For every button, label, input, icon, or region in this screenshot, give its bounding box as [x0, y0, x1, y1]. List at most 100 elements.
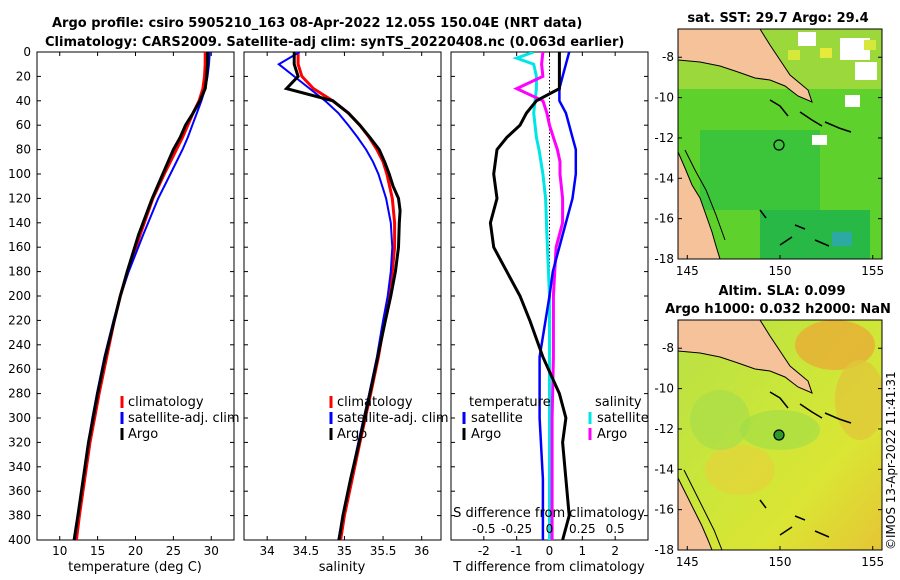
- map-x-tick-label: 155: [861, 264, 884, 278]
- sla-map-ticks: 145 150 155 -8 -10 -12 -14 -16 -18: [654, 341, 884, 569]
- legend-argo-label: Argo: [337, 427, 367, 442]
- x-tick-label: 20: [128, 544, 143, 558]
- temperature-xlabel: temperature (deg C): [68, 560, 202, 575]
- depth-tick-label: 300: [8, 411, 31, 425]
- depth-tick-label: 180: [8, 265, 31, 279]
- depth-tick-label: 20: [16, 69, 31, 83]
- s-difference-tick-label: 0.25: [569, 522, 596, 536]
- depth-tick-label: 260: [8, 362, 31, 376]
- legend-argo-label: Argo: [128, 427, 158, 442]
- depth-tick-label: 120: [8, 191, 31, 205]
- land-australia: [678, 151, 721, 259]
- legend-t-satellite-label: satellite: [471, 411, 523, 426]
- map-y-tick-label: -16: [654, 503, 674, 517]
- salinity-panel: 34 34.5 35 35.5 36 salinity climatology sate…: [243, 51, 449, 575]
- depth-tick-label: 340: [8, 460, 31, 474]
- depth-tick-label: 0: [23, 45, 31, 59]
- map-y-tick-label: -16: [654, 212, 674, 226]
- x-tick-label: 34.5: [292, 544, 319, 558]
- map-x-tick-label: 150: [769, 264, 792, 278]
- map-x-tick-label: 145: [676, 264, 699, 278]
- map-y-tick-label: -10: [654, 382, 674, 396]
- sst-map-field: [678, 29, 882, 259]
- depth-tick-label: 80: [16, 143, 31, 157]
- s-difference-label: S difference from climatology: [453, 506, 645, 521]
- map-x-tick-label: 155: [861, 555, 884, 569]
- x-tick-label: 15: [90, 544, 105, 558]
- argo-position-marker: [773, 429, 785, 441]
- depth-tick-label: 200: [8, 289, 31, 303]
- reef-line: [683, 469, 723, 550]
- map-y-tick-label: -10: [654, 91, 674, 105]
- x-tick-label: 35: [337, 544, 352, 558]
- map-y-tick-label: -18: [654, 252, 674, 266]
- sla-map-title-line1: Altim. SLA: 0.099: [719, 284, 846, 299]
- s-difference-tick-label: -0.5: [472, 522, 495, 536]
- land-new-guinea: [678, 320, 813, 394]
- land-new-guinea: [678, 29, 813, 103]
- temperature-axes-frame: [36, 51, 235, 541]
- depth-tick-label: 220: [8, 313, 31, 327]
- map-y-tick-label: -14: [654, 462, 674, 476]
- legend-s-satellite-label: satellite: [597, 411, 649, 426]
- x-tick-label: -2: [478, 544, 490, 558]
- depth-tick-label: 400: [8, 533, 31, 547]
- map-y-tick-label: -12: [654, 422, 674, 436]
- depth-tick-label: 140: [8, 216, 31, 230]
- salinity-diff-satellite-line: [512, 52, 551, 540]
- sla-map-title-line2: Argo h1000: 0.032 h2000: NaN: [665, 302, 891, 317]
- x-tick-label: 1: [579, 544, 587, 558]
- x-tick-label: 0: [546, 544, 554, 558]
- map-y-tick-label: -8: [662, 341, 674, 355]
- temperature-ticks: 10 15 20 25 30: [37, 51, 234, 558]
- legend-satellite-label: satellite-adj. clim: [128, 411, 240, 426]
- legend-climatology-label: climatology: [128, 395, 204, 410]
- map-y-tick-label: -12: [654, 131, 674, 145]
- islands: [759, 99, 852, 247]
- difference-xlabel: T difference from climatology: [452, 560, 645, 575]
- legend-satellite-label: satellite-adj. clim: [337, 411, 449, 426]
- salinity-xlabel: salinity: [319, 560, 366, 575]
- legend-salinity-title: salinity: [595, 395, 642, 410]
- x-tick-label: 35.5: [370, 544, 397, 558]
- s-difference-tick-labels: -0.5 -0.25 0 0.25 0.5: [472, 522, 625, 536]
- depth-tick-label: 100: [8, 167, 31, 181]
- x-tick-label: 2: [611, 544, 619, 558]
- map-y-tick-label: -8: [662, 50, 674, 64]
- figure-title-line1: Argo profile: csiro 5905210_163 08-Apr-2…: [52, 16, 582, 31]
- s-difference-tick-label: -0.25: [501, 522, 532, 536]
- map-x-tick-label: 145: [676, 555, 699, 569]
- salinity-ticks: 34 34.5 35 35.5 36: [244, 51, 441, 558]
- s-difference-tick-label: 0: [546, 522, 554, 536]
- difference-legend: temperature satellite Argo salinity sate…: [462, 395, 649, 442]
- argo-position-marker: [773, 139, 785, 151]
- salinity-diff-argo-line: [513, 52, 565, 540]
- land-australia: [678, 477, 713, 550]
- figure-title-line2: Climatology: CARS2009. Satellite-adj cli…: [45, 35, 624, 50]
- reef-line: [684, 149, 726, 241]
- x-tick-label: 34: [260, 544, 275, 558]
- imos-credit: ©IMOS 13-Apr-2022 11:41:31: [884, 371, 898, 550]
- legend-t-argo-label: Argo: [471, 427, 501, 442]
- depth-tick-label: 60: [16, 118, 31, 132]
- salinity-legend: climatology satellite-adj. clim Argo: [329, 395, 449, 442]
- map-x-tick-label: 150: [769, 555, 792, 569]
- sst-map-ticks: 145 150 155 -8 -10 -12 -14 -16 -18: [654, 50, 884, 278]
- depth-tick-label: 240: [8, 338, 31, 352]
- x-tick-label: 36: [414, 544, 429, 558]
- temperature-argo-line: [72, 52, 209, 540]
- sla-map-field: [678, 320, 882, 550]
- x-tick-label: 10: [52, 544, 67, 558]
- difference-panel: -2 -1 0 1 2 T difference from climatology S …: [450, 51, 649, 575]
- salinity-axes-frame: [243, 51, 442, 541]
- depth-tick-label: 360: [8, 484, 31, 498]
- depth-tick-labels: 0 20 40 60 80 100 120 140 160 180 200 220 240 260 280 3…: [8, 45, 31, 547]
- sst-map-panel: sat. SST: 29.7 Argo: 29.4 145 150 155 -8 -10…: [654, 11, 884, 278]
- depth-tick-label: 160: [8, 240, 31, 254]
- legend-s-argo-label: Argo: [597, 427, 627, 442]
- legend-temperature-title: temperature: [469, 395, 551, 410]
- temperature-legend: climatology satellite-adj. clim Argo: [120, 395, 240, 442]
- map-y-tick-label: -18: [654, 543, 674, 557]
- x-tick-label: 25: [166, 544, 181, 558]
